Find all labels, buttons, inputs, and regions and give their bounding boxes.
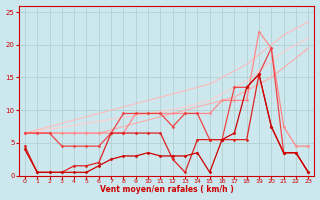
X-axis label: Vent moyen/en rafales ( km/h ): Vent moyen/en rafales ( km/h ) [100, 185, 234, 194]
